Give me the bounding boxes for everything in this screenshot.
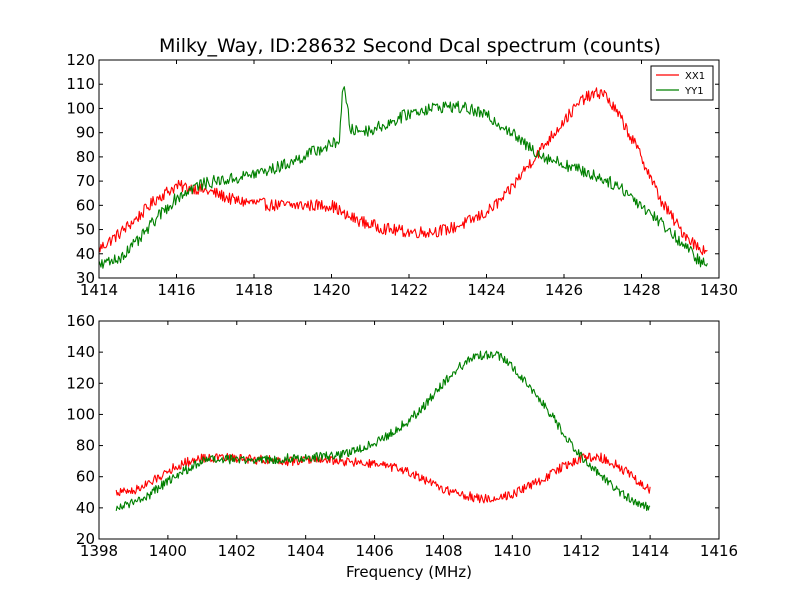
y-tick-label: 70 [76, 172, 95, 190]
series-line-yy1-panel-1 [115, 350, 651, 512]
y-tick-label: 100 [66, 405, 95, 423]
x-tick-label: 1414 [631, 542, 669, 560]
x-tick-label: 1400 [149, 542, 187, 560]
x-tick-label: 1428 [622, 281, 660, 299]
x-tick-label: 1406 [355, 542, 393, 560]
series-line-xx1-panel-0 [98, 87, 708, 256]
chart-title: Milky_Way, ID:28632 Second Dcal spectrum… [159, 35, 661, 57]
y-tick-label: 160 [66, 312, 95, 330]
legend-label-xx1: XX1 [685, 71, 705, 82]
y-tick-label: 20 [76, 530, 95, 548]
x-tick-label: 1404 [287, 542, 325, 560]
x-tick-label: 1420 [312, 281, 350, 299]
series-line-yy1-panel-0 [98, 86, 708, 269]
x-tick-label: 1430 [700, 281, 738, 299]
y-tick-label: 90 [76, 124, 95, 142]
y-tick-label: 60 [76, 468, 95, 486]
y-tick-label: 120 [66, 374, 95, 392]
x-tick-label: 1398 [80, 542, 118, 560]
y-tick-label: 30 [76, 269, 95, 287]
y-tick-label: 40 [76, 499, 95, 517]
y-tick-label: 80 [76, 148, 95, 166]
x-tick-label: 1402 [218, 542, 256, 560]
x-tick-label: 1418 [235, 281, 273, 299]
x-tick-label: 1414 [80, 281, 118, 299]
x-axis-label: Frequency (MHz) [346, 563, 472, 581]
y-tick-label: 60 [76, 196, 95, 214]
bottom-panel: 1398 1400 1402 1404 1406 1408 1410 1412 1414 1416… [66, 312, 738, 581]
x-tick-label: 1410 [493, 542, 531, 560]
x-tick-label: 1416 [157, 281, 195, 299]
y-tick-label: 80 [76, 437, 95, 455]
y-tick-label: 40 [76, 245, 95, 263]
x-tick-label: 1424 [467, 281, 505, 299]
x-tick-label: 1416 [700, 542, 738, 560]
x-tick-label: 1408 [424, 542, 462, 560]
y-tick-label: 50 [76, 221, 95, 239]
legend-box [650, 65, 714, 101]
series-line-xx1-panel-1 [115, 452, 651, 504]
y-tick-label: 110 [66, 75, 95, 93]
top-panel: 1414 1416 1418 1420 1422 1424 1426 1428 1430 30 40… [66, 51, 738, 299]
y-tick-label: 120 [66, 51, 95, 69]
legend-label-yy1: YY1 [684, 86, 704, 97]
plot-frame [98, 320, 720, 540]
y-tick-label: 140 [66, 343, 95, 361]
y-tick-label: 100 [66, 99, 95, 117]
x-tick-label: 1412 [562, 542, 600, 560]
x-tick-label: 1426 [545, 281, 583, 299]
x-tick-label: 1422 [390, 281, 428, 299]
